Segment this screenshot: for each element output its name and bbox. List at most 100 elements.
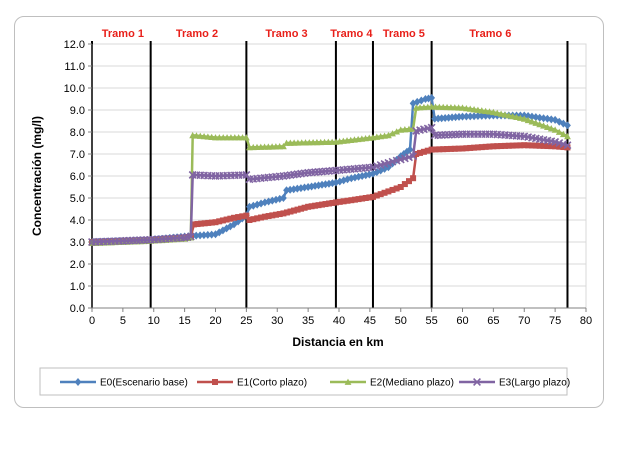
data-point bbox=[474, 144, 481, 151]
data-point bbox=[427, 123, 436, 132]
data-point bbox=[393, 128, 401, 135]
data-point bbox=[196, 231, 204, 240]
data-point bbox=[290, 185, 298, 194]
x-tick-label: 15 bbox=[179, 315, 191, 327]
x-tick-label: 35 bbox=[302, 315, 314, 327]
data-point bbox=[201, 220, 208, 227]
segment-label: Tramo 6 bbox=[469, 28, 511, 40]
y-tick-label: 3.0 bbox=[70, 237, 85, 249]
legend-label: E0(Escenario base) bbox=[100, 378, 188, 389]
data-point bbox=[501, 111, 509, 118]
data-point bbox=[540, 142, 547, 149]
legend: E0(Escenario base) E1(Corto plazo) E2(Medi… bbox=[60, 378, 570, 389]
x-tick-label: 0 bbox=[89, 315, 95, 327]
data-point bbox=[470, 112, 478, 121]
data-point bbox=[219, 217, 226, 224]
series-1 bbox=[88, 93, 571, 246]
data-point bbox=[212, 219, 219, 226]
data-point bbox=[544, 123, 551, 130]
data-point bbox=[322, 201, 329, 208]
data-point bbox=[520, 115, 528, 122]
data-point bbox=[428, 93, 436, 102]
y-tick-label: 0.0 bbox=[70, 303, 85, 315]
data-point bbox=[268, 196, 276, 205]
x-tick-label: 30 bbox=[271, 315, 283, 327]
data-point bbox=[420, 148, 427, 155]
data-point bbox=[377, 191, 384, 198]
data-point bbox=[348, 197, 355, 204]
data-point bbox=[524, 116, 532, 124]
data-point bbox=[369, 193, 376, 200]
x-tick-label: 75 bbox=[549, 315, 561, 327]
data-point bbox=[254, 215, 261, 222]
data-point bbox=[235, 214, 242, 221]
data-point bbox=[466, 112, 474, 121]
data-point bbox=[385, 131, 392, 139]
data-point bbox=[287, 208, 294, 215]
data-point bbox=[409, 152, 418, 161]
segment-label: Tramo 3 bbox=[265, 28, 307, 40]
x-tick-label: 50 bbox=[395, 315, 407, 327]
data-point bbox=[362, 195, 369, 201]
data-point bbox=[528, 142, 535, 149]
data-point bbox=[441, 113, 449, 122]
x-tick-labels: 0 5 10 15 20 25 30 35 40 45 50 55 60 65 70 75 80 bbox=[89, 308, 592, 327]
data-point bbox=[208, 230, 216, 239]
data-point bbox=[552, 143, 559, 150]
data-point bbox=[513, 113, 520, 121]
data-point bbox=[242, 134, 250, 141]
series-line bbox=[91, 143, 568, 244]
data-point bbox=[200, 231, 208, 240]
legend-label: E2(Mediano plazo) bbox=[370, 378, 454, 389]
data-point bbox=[186, 232, 195, 241]
data-point bbox=[280, 210, 287, 217]
data-point bbox=[397, 184, 404, 190]
data-point bbox=[273, 211, 280, 218]
data-point bbox=[280, 194, 287, 202]
data-point bbox=[319, 201, 326, 208]
legend-entry: E1(Corto plazo) bbox=[197, 378, 307, 389]
legend-swatch-marker bbox=[212, 379, 218, 385]
data-point bbox=[294, 206, 301, 213]
data-point bbox=[486, 111, 493, 120]
data-point bbox=[410, 175, 417, 182]
data-point bbox=[560, 144, 567, 151]
data-point bbox=[208, 219, 215, 226]
data-point bbox=[536, 142, 543, 149]
y-tick-label: 8.0 bbox=[70, 127, 85, 139]
data-point bbox=[389, 186, 396, 193]
y-tick-label: 5.0 bbox=[70, 193, 85, 205]
data-point bbox=[482, 143, 489, 150]
data-point bbox=[444, 146, 451, 153]
data-point bbox=[563, 141, 572, 150]
data-point bbox=[246, 217, 253, 223]
segment-label: Tramo 4 bbox=[330, 28, 373, 40]
data-point bbox=[564, 144, 571, 151]
y-tick-label: 4.0 bbox=[70, 215, 85, 227]
data-point bbox=[242, 170, 251, 179]
data-point bbox=[532, 119, 540, 126]
data-point bbox=[401, 181, 408, 188]
data-point bbox=[243, 212, 250, 219]
data-point bbox=[276, 211, 283, 218]
data-point bbox=[312, 202, 319, 209]
x-tick-label: 65 bbox=[487, 315, 499, 327]
data-point bbox=[555, 128, 563, 135]
data-point bbox=[308, 203, 315, 210]
data-point bbox=[239, 213, 246, 220]
series-4 bbox=[88, 123, 572, 246]
data-point bbox=[329, 199, 336, 206]
x-tick-label: 25 bbox=[240, 315, 252, 327]
data-point bbox=[463, 145, 470, 152]
data-point bbox=[366, 194, 373, 201]
series-2 bbox=[89, 142, 571, 245]
data-point bbox=[280, 142, 287, 150]
data-point bbox=[393, 185, 400, 192]
data-point bbox=[304, 183, 312, 191]
data-point bbox=[505, 112, 513, 119]
x-tick-label: 80 bbox=[580, 315, 592, 327]
data-point bbox=[436, 146, 443, 153]
data-point bbox=[261, 213, 268, 220]
data-point bbox=[297, 184, 305, 193]
data-point bbox=[365, 170, 373, 179]
